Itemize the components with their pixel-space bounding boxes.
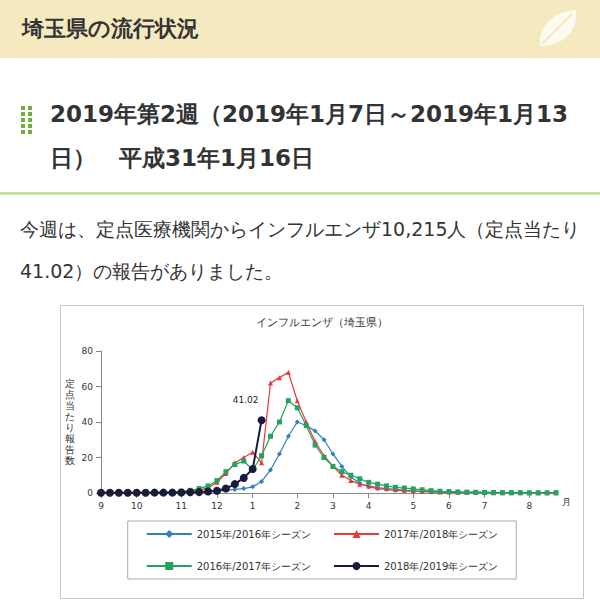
svg-text:報: 報 [65, 433, 75, 444]
svg-text:当: 当 [65, 400, 75, 411]
svg-text:0: 0 [87, 488, 93, 498]
svg-text:インフルエンザ（埼玉県）: インフルエンザ（埼玉県） [256, 316, 388, 329]
svg-text:60: 60 [82, 382, 94, 392]
svg-text:2018年/2019年シーズン: 2018年/2019年シーズン [384, 561, 498, 572]
svg-text:4: 4 [366, 501, 372, 511]
svg-text:20: 20 [82, 453, 94, 463]
svg-text:80: 80 [82, 346, 94, 356]
svg-text:5: 5 [410, 501, 416, 511]
svg-text:り: り [65, 422, 75, 433]
svg-text:定: 定 [65, 378, 75, 389]
svg-text:点: 点 [65, 389, 75, 400]
svg-text:40: 40 [82, 417, 94, 427]
svg-text:2015年/2016年シーズン: 2015年/2016年シーズン [197, 529, 311, 540]
svg-text:6: 6 [446, 501, 452, 511]
svg-text:1: 1 [250, 501, 256, 511]
svg-text:2: 2 [294, 501, 300, 511]
svg-text:た: た [65, 411, 75, 422]
svg-text:8: 8 [526, 501, 532, 511]
svg-text:12: 12 [211, 501, 222, 511]
svg-text:2016年/2017年シーズン: 2016年/2017年シーズン [197, 561, 311, 572]
svg-text:数: 数 [65, 455, 75, 466]
svg-text:告: 告 [65, 444, 75, 455]
html-text:2019年第2週（2019年1月7日～2019年1月13日）: 2019年第2週（2019年1月7日～2019年1月13日） 平成31年1月16… [50, 101, 569, 171]
svg-text:2017年/2018年シーズン: 2017年/2018年シーズン [384, 529, 498, 540]
svg-text:月: 月 [562, 497, 571, 507]
svg-text:3: 3 [330, 501, 336, 511]
svg-text:9: 9 [98, 501, 104, 511]
svg-text:10: 10 [131, 501, 143, 511]
svg-text:7: 7 [482, 501, 488, 511]
html-text:埼玉県の流行状況: 埼玉県の流行状況 [22, 16, 199, 41]
svg-text:41.02: 41.02 [233, 395, 259, 405]
html-text:今週は、定点医療機関からインフルエンザ10,215人（定点当: 今週は、定点医療機関からインフルエンザ10,215人（定点当たり41.02）の報… [20, 218, 581, 282]
svg-text:11: 11 [176, 501, 187, 511]
